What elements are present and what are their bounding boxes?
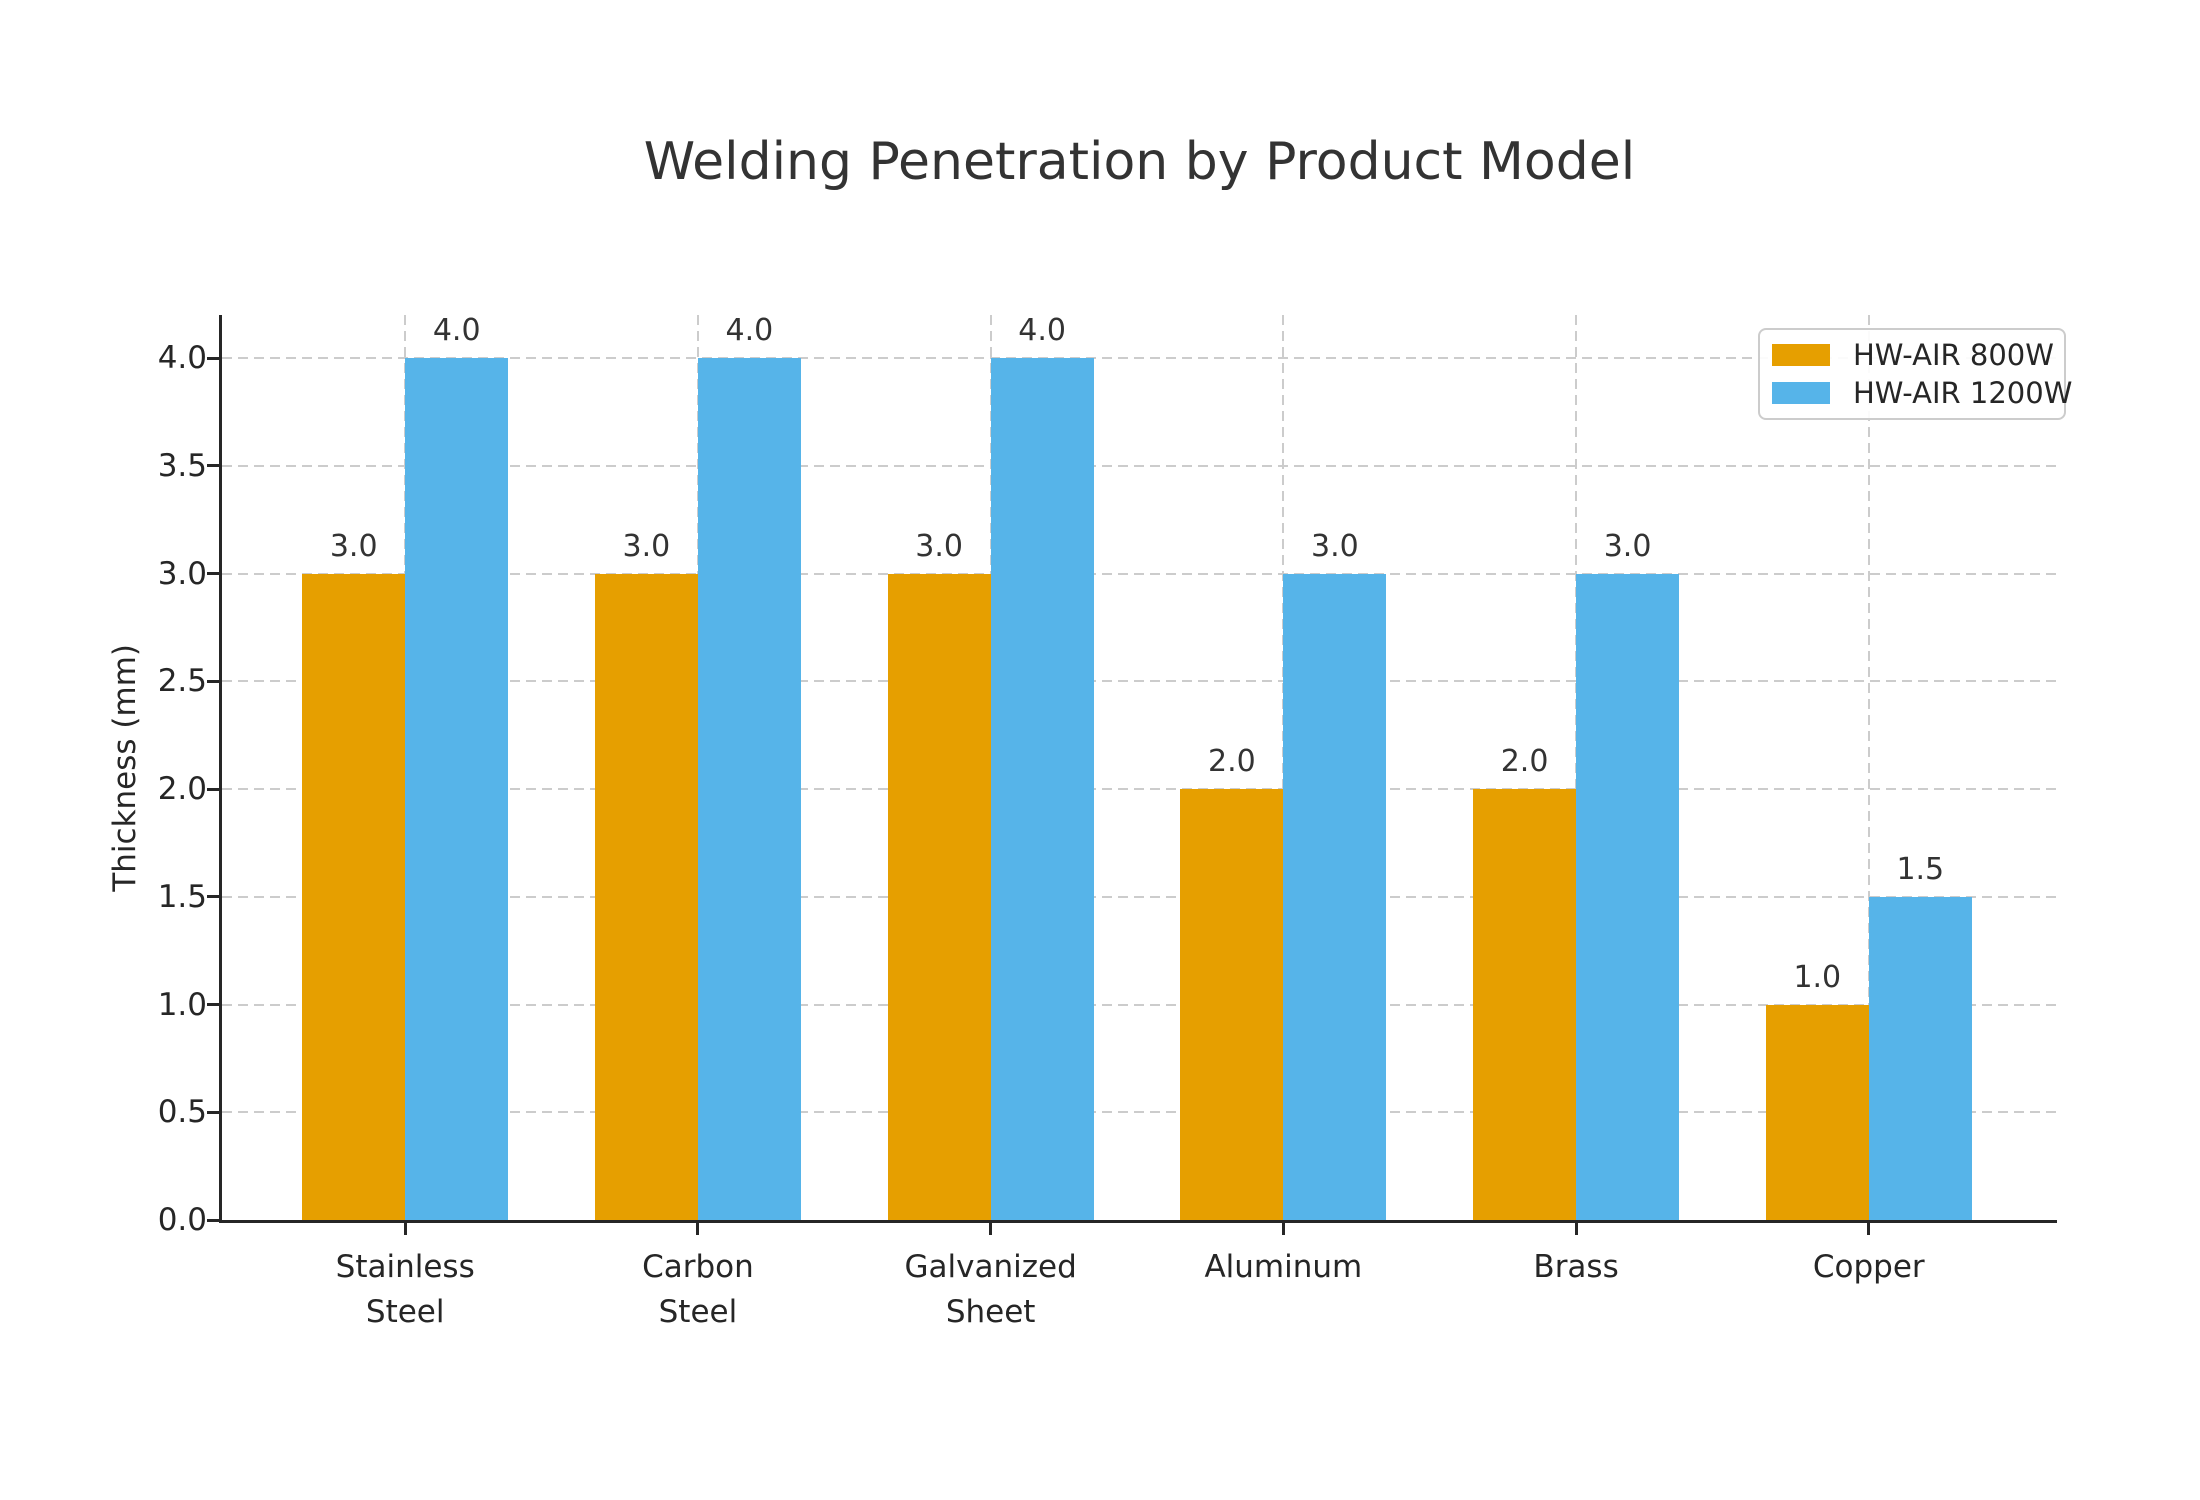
y-tick-label-2.5: 2.5 xyxy=(157,663,207,700)
y-tick-mark-1.0 xyxy=(207,1003,219,1007)
gridline-h-3.0 xyxy=(222,572,2057,575)
y-tick-mark-2.5 xyxy=(207,679,219,683)
legend-item-hw-air-1200w: HW-AIR 1200W xyxy=(1772,376,2072,410)
bar-hw-air-1200w-galvanized-sheet xyxy=(990,358,1094,1220)
legend-label-hw-air-1200w: HW-AIR 1200W xyxy=(1853,376,2073,410)
legend-label-hw-air-800w: HW-AIR 800W xyxy=(1853,338,2054,372)
bar-hw-air-800w-copper xyxy=(1765,1004,1869,1220)
bar-hw-air-800w-stainless-steel xyxy=(302,573,406,1220)
plot-area: 3.0 3.0 3.0 2.0 2.0 1.0 4.0 4.0 4.0 3.0 3.0 1.5 xyxy=(222,313,2057,1220)
y-tick-mark-3.5 xyxy=(207,464,219,468)
y-tick-mark-1.5 xyxy=(207,895,219,899)
x-tick-mark-aluminum xyxy=(1281,1223,1285,1235)
x-tick-mark-carbon-steel xyxy=(696,1223,700,1235)
gridline-h-4.0 xyxy=(222,357,2057,360)
bar-value-label-hw-air-1200w-stainless-steel: 4.0 xyxy=(432,313,481,349)
bar-hw-air-800w-carbon-steel xyxy=(594,573,698,1220)
bar-hw-air-800w-aluminum xyxy=(1180,789,1284,1220)
gridline-h-3.5 xyxy=(222,464,2057,467)
bar-hw-air-800w-brass xyxy=(1473,789,1577,1220)
x-tick-mark-stainless-steel xyxy=(403,1223,407,1235)
bar-hw-air-1200w-aluminum xyxy=(1283,573,1387,1220)
bar-value-label-hw-air-1200w-copper: 1.5 xyxy=(1896,851,1945,887)
legend-swatch-hw-air-800w xyxy=(1772,344,1830,366)
bar-hw-air-1200w-carbon-steel xyxy=(697,358,801,1220)
bar-value-label-hw-air-1200w-brass: 3.0 xyxy=(1603,528,1652,564)
bar-value-label-hw-air-1200w-aluminum: 3.0 xyxy=(1311,528,1359,564)
y-tick-label-3.5: 3.5 xyxy=(157,447,207,484)
y-tick-mark-0.0 xyxy=(207,1218,219,1222)
x-tick-label-carbon-steel: Carbon Steel xyxy=(642,1249,754,1330)
x-tick-mark-galvanized-sheet xyxy=(989,1223,993,1235)
bar-value-label-hw-air-1200w-carbon-steel: 4.0 xyxy=(725,313,774,349)
bar-hw-air-800w-galvanized-sheet xyxy=(887,573,991,1220)
gridline-v-copper xyxy=(1867,315,1870,1220)
bar-value-label-hw-air-800w-copper: 1.0 xyxy=(1793,959,1842,995)
x-tick-mark-brass xyxy=(1574,1223,1578,1235)
gridline-h-2.0 xyxy=(222,788,2057,791)
legend-swatch-hw-air-1200w xyxy=(1772,382,1830,404)
bar-value-label-hw-air-800w-brass: 2.0 xyxy=(1500,744,1549,780)
y-axis-spine xyxy=(219,315,222,1223)
x-tick-label-copper: Copper xyxy=(1812,1249,1925,1285)
x-tick-label-brass: Brass xyxy=(1533,1249,1619,1285)
bar-value-label-hw-air-1200w-galvanized-sheet: 4.0 xyxy=(1018,313,1066,349)
chart-title: Welding Penetration by Product Model xyxy=(643,132,1636,192)
x-tick-label-aluminum: Aluminum xyxy=(1204,1249,1363,1285)
bar-value-label-hw-air-800w-aluminum: 2.0 xyxy=(1208,744,1256,780)
bar-value-label-hw-air-800w-stainless-steel: 3.0 xyxy=(329,528,378,564)
gridline-h-1.0 xyxy=(222,1003,2057,1006)
y-tick-label-1.5: 1.5 xyxy=(157,878,207,915)
y-tick-mark-2.0 xyxy=(207,787,219,791)
bar-hw-air-1200w-stainless-steel xyxy=(405,358,509,1220)
x-tick-label-stainless-steel: Stainless Steel xyxy=(335,1249,475,1330)
bar-hw-air-1200w-copper xyxy=(1868,896,1972,1220)
y-tick-label-0.5: 0.5 xyxy=(157,1094,207,1131)
bar-hw-air-1200w-brass xyxy=(1576,573,1680,1220)
y-tick-mark-4.0 xyxy=(207,356,219,360)
y-tick-label-0.0: 0.0 xyxy=(157,1202,207,1238)
bar-value-label-hw-air-800w-carbon-steel: 3.0 xyxy=(622,528,671,564)
y-tick-label-3.0: 3.0 xyxy=(157,555,207,592)
gridline-h-1.5 xyxy=(222,895,2057,898)
legend-item-hw-air-800w: HW-AIR 800W xyxy=(1772,338,2054,372)
x-axis-spine xyxy=(219,1220,2057,1223)
y-tick-mark-0.5 xyxy=(207,1110,219,1114)
gridline-h-0.5 xyxy=(222,1111,2057,1114)
x-tick-label-galvanized-sheet: Galvanized Sheet xyxy=(904,1249,1077,1330)
legend: HW-AIR 800W HW-AIR 1200W xyxy=(1758,328,2072,420)
x-tick-mark-copper xyxy=(1867,1223,1871,1235)
y-tick-label-4.0: 4.0 xyxy=(157,340,207,377)
bar-value-label-hw-air-800w-galvanized-sheet: 3.0 xyxy=(915,528,963,564)
y-tick-label-2.0: 2.0 xyxy=(157,771,207,808)
gridline-h-2.5 xyxy=(222,680,2057,683)
y-tick-label-1.0: 1.0 xyxy=(157,986,207,1023)
y-tick-mark-3.0 xyxy=(207,572,219,576)
